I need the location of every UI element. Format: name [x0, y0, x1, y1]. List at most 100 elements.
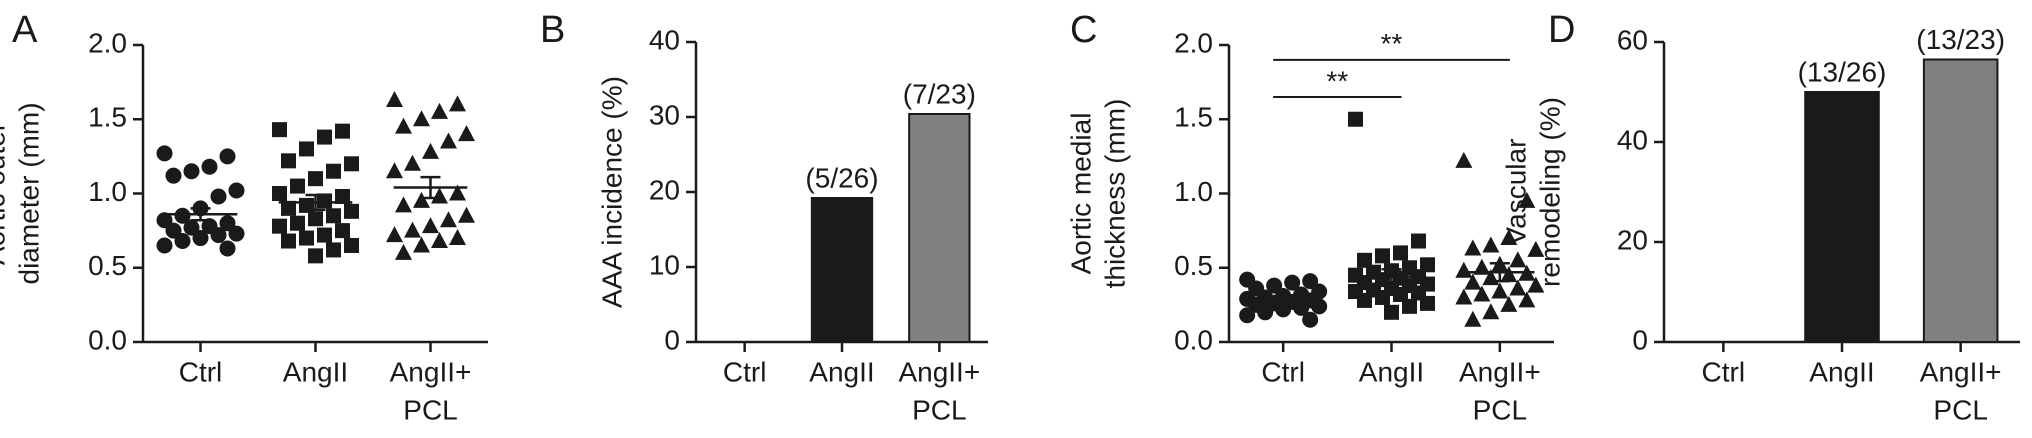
y-axis-label: thickness (mm)	[1099, 99, 1130, 289]
data-point	[440, 211, 457, 228]
x-tick-label: AngII+	[898, 356, 980, 387]
value-label: (13/26)	[1798, 56, 1887, 87]
data-point	[183, 163, 200, 180]
y-axis-label: remodeling (%)	[1534, 97, 1565, 287]
data-point	[1527, 240, 1545, 257]
data-point	[404, 221, 421, 238]
data-point	[326, 242, 341, 258]
data-point	[1239, 307, 1256, 324]
data-point	[281, 200, 296, 216]
data-point	[449, 95, 466, 112]
x-tick-label: PCL	[1473, 394, 1527, 425]
data-point	[272, 186, 287, 201]
y-axis-label: Aortic medial	[1065, 113, 1096, 275]
data-point	[386, 162, 403, 179]
y-tick-label: 0	[664, 324, 680, 355]
y-tick-label: 1.5	[88, 102, 127, 133]
data-point	[308, 248, 323, 264]
data-point	[413, 110, 430, 127]
data-point	[290, 215, 305, 231]
error-bar	[1273, 294, 1294, 304]
data-point	[1455, 151, 1473, 168]
data-point	[219, 215, 236, 232]
bar	[908, 113, 971, 343]
data-point	[1518, 291, 1536, 308]
data-point	[1302, 311, 1319, 328]
data-point	[1393, 245, 1408, 261]
data-point	[1257, 304, 1274, 321]
significance-label: **	[1381, 28, 1403, 59]
y-tick-label: 0	[1632, 324, 1648, 355]
x-tick-label: AngII	[283, 356, 348, 387]
x-tick-label: Ctrl	[1702, 356, 1746, 387]
y-tick-label: 1.0	[88, 176, 127, 207]
error-bar	[1381, 267, 1402, 286]
y-tick-label: 0.0	[88, 324, 127, 355]
y-tick-label: 1.0	[1174, 176, 1213, 207]
y-tick-label: 0.5	[1174, 250, 1213, 281]
data-point	[458, 206, 475, 223]
data-point	[1311, 298, 1328, 315]
x-tick-label: PCL	[403, 394, 457, 425]
data-point	[165, 167, 182, 184]
y-tick-label: 60	[1617, 24, 1648, 55]
data-point	[174, 233, 191, 250]
data-point	[317, 129, 332, 145]
data-point	[1500, 229, 1518, 246]
x-tick-label: AngII	[1809, 356, 1874, 387]
y-tick-label: 10	[649, 249, 680, 280]
y-axis-label: Aortic outer	[0, 122, 10, 265]
y-axis-label: diameter (mm)	[13, 102, 44, 284]
data-point	[1464, 273, 1482, 290]
data-point	[1357, 252, 1372, 268]
error-bar	[420, 175, 441, 200]
x-tick-label: AngII+	[1459, 356, 1541, 387]
data-point	[449, 229, 466, 246]
value-label: (13/23)	[1916, 24, 2005, 55]
data-point	[1302, 273, 1319, 290]
data-point	[281, 233, 296, 249]
data-point	[219, 240, 236, 257]
y-tick-label: 20	[649, 174, 680, 205]
data-point	[1509, 251, 1527, 268]
data-point	[1420, 257, 1435, 273]
data-point	[422, 142, 439, 159]
x-tick-label: AngII	[809, 356, 874, 387]
bar	[810, 197, 874, 343]
data-point	[1420, 295, 1435, 311]
data-point	[272, 218, 287, 234]
data-point	[1527, 276, 1545, 293]
panel: D Vascular remodeling (%) 0 20 40 60 Ctrl AngII A…	[1500, 9, 2020, 425]
data-point	[1266, 277, 1283, 294]
data-point	[317, 193, 332, 209]
data-point	[326, 208, 341, 224]
data-point	[1455, 288, 1473, 305]
data-point	[156, 237, 173, 254]
x-tick-label: Ctrl	[179, 356, 223, 387]
data-point	[210, 227, 227, 244]
data-point	[1275, 301, 1292, 318]
data-point	[1509, 279, 1527, 296]
data-point	[413, 191, 430, 208]
y-tick-label: 0.5	[88, 250, 127, 281]
data-point	[458, 125, 475, 142]
y-tick-label: 0.0	[1174, 324, 1213, 355]
data-point	[308, 211, 323, 227]
x-tick-label: PCL	[1933, 394, 1987, 425]
significance-label: **	[1326, 65, 1348, 96]
data-point	[1284, 274, 1301, 291]
data-point	[183, 219, 200, 236]
data-point	[449, 184, 466, 201]
data-point	[395, 196, 412, 213]
data-point	[1464, 310, 1482, 327]
data-point	[344, 156, 359, 172]
bar	[1922, 58, 1999, 343]
data-point	[335, 188, 350, 204]
data-point	[156, 145, 173, 162]
x-tick-label: PCL	[912, 394, 966, 425]
y-tick-label: 40	[649, 24, 680, 55]
data-point	[1393, 286, 1408, 302]
data-point	[422, 217, 439, 234]
data-point	[344, 237, 359, 253]
